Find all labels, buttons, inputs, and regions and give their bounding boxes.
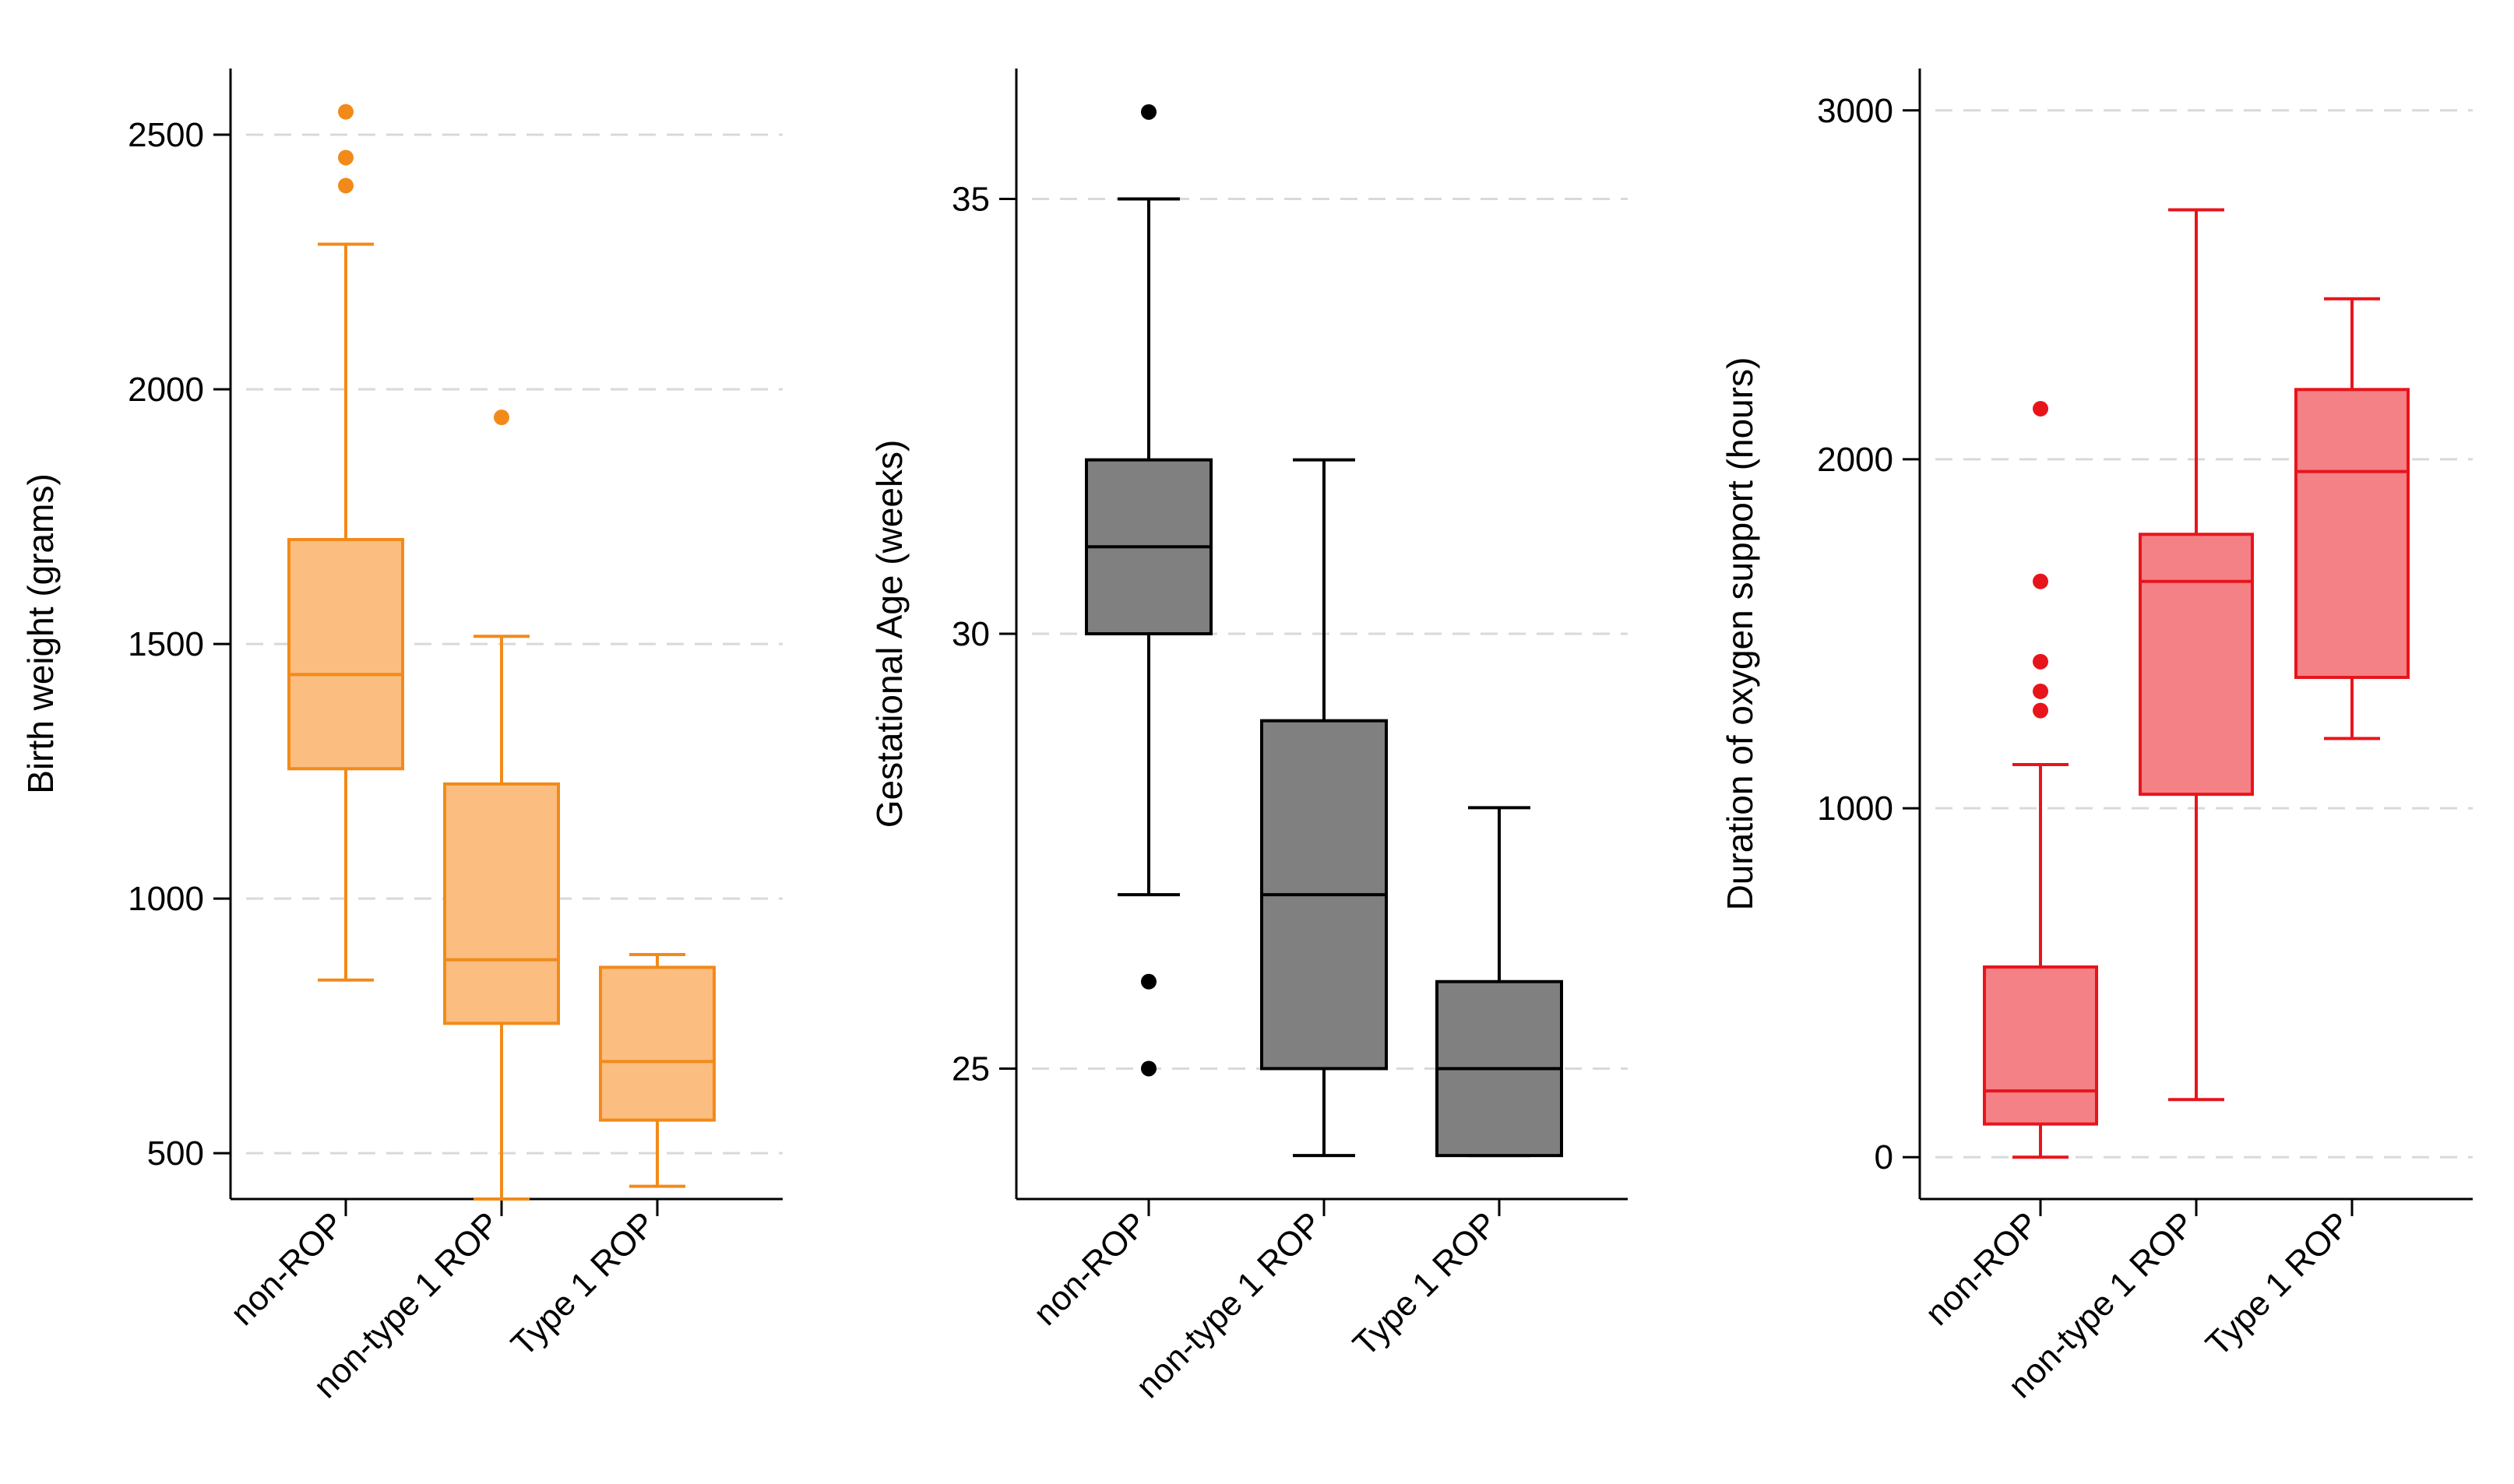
outlier-point [1141, 973, 1157, 990]
y-tick-label: 0 [1875, 1138, 1893, 1176]
box-iqr [1983, 965, 2098, 1126]
outlier-point [2033, 702, 2048, 719]
outlier-point [2033, 683, 2048, 699]
outlier-point [338, 178, 354, 194]
y-tick-label: 2500 [128, 116, 204, 154]
y-tick-label: 2000 [1817, 441, 1893, 479]
y-tick-label: 25 [952, 1050, 990, 1088]
y-axis-title: Birth weight (grams) [20, 473, 61, 794]
box-iqr [443, 782, 560, 1025]
y-tick-label: 1000 [1817, 789, 1893, 828]
outlier-point [494, 410, 509, 426]
outlier-point [2033, 400, 2048, 417]
x-category-label: Type 1 ROP [1346, 1204, 1505, 1363]
y-tick-label: 30 [952, 615, 990, 653]
x-category-label: non-ROP [224, 1204, 351, 1332]
box-iqr [287, 538, 404, 771]
y-tick-label: 1000 [128, 880, 204, 918]
y-tick-label: 35 [952, 181, 990, 219]
outlier-point [2033, 653, 2048, 670]
y-tick-label: 1500 [128, 625, 204, 663]
y-tick-label: 3000 [1817, 92, 1893, 130]
y-axis-title: Duration of oxygen support (hours) [1720, 357, 1760, 911]
y-axis-title: Gestational Age (weeks) [869, 440, 910, 828]
y-tick-label: 2000 [128, 371, 204, 409]
x-category-label: Type 1 ROP [2199, 1204, 2357, 1363]
gestational-age-panel: 25 30 35 Gestational Age (weeks) non-ROPnon-… [869, 69, 1628, 1405]
x-category-label: non-ROP [1026, 1204, 1154, 1332]
x-category-label: non-ROP [1918, 1204, 2046, 1332]
box-iqr [2139, 533, 2254, 797]
outlier-point [338, 104, 354, 120]
birth-weight-panel: 500 1000 1500 2000 2500 Birth weight (grams) n… [20, 69, 783, 1405]
box-iqr [599, 965, 716, 1122]
oxygen-duration-panel: 0 1000 2000 3000 Duration of oxygen support … [1720, 69, 2473, 1405]
box-iqr [2294, 388, 2410, 680]
outlier-point [338, 149, 354, 166]
outlier-point [1141, 104, 1157, 120]
outlier-point [1141, 1060, 1157, 1077]
outlier-point [2033, 573, 2048, 589]
x-category-label: non-type 1 ROP [1128, 1204, 1329, 1405]
y-tick-label: 500 [147, 1134, 204, 1173]
x-category-label: Type 1 ROP [504, 1204, 663, 1363]
